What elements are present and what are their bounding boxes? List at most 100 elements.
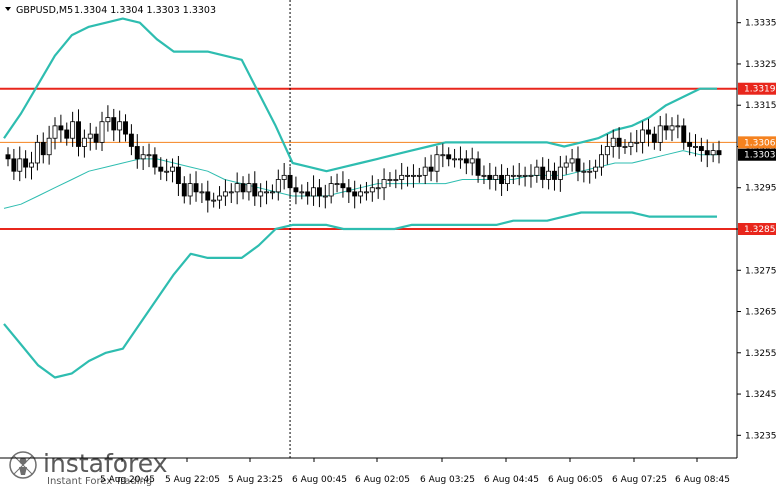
- candle: [99, 111, 105, 152]
- candle: [634, 129, 640, 153]
- candle: [493, 166, 499, 191]
- candle: [516, 162, 522, 186]
- candle: [593, 159, 599, 179]
- candle: [499, 164, 505, 196]
- candle: [281, 162, 287, 190]
- candle: [52, 117, 58, 150]
- ohlc-quote: 1.3304 1.3304 1.3303 1.3303: [74, 5, 216, 16]
- candle: [222, 179, 228, 206]
- candle: [716, 140, 722, 164]
- candle: [663, 113, 669, 140]
- candle: [193, 171, 199, 202]
- candles: [5, 105, 722, 213]
- candle: [505, 167, 510, 192]
- price-tick-label: 1.3245: [745, 390, 777, 400]
- price-label-3: 1.3303: [738, 148, 776, 161]
- candle: [311, 175, 317, 206]
- candle: [628, 132, 634, 156]
- candle: [70, 111, 76, 147]
- candle: [457, 146, 463, 169]
- candle: [481, 165, 487, 185]
- price-label-text: 1.3319: [744, 85, 776, 95]
- candle: [610, 129, 616, 158]
- candle: [287, 166, 293, 199]
- watermark-logo: instaforex Instant Forex Trading: [0, 443, 180, 489]
- candle: [170, 158, 175, 183]
- candle: [581, 162, 587, 183]
- candle: [305, 181, 311, 205]
- candle: [540, 157, 546, 189]
- price-level-labels: 1.3319 1.3306 1.3285 1.3303: [738, 82, 776, 235]
- candle: [199, 183, 205, 204]
- candle: [587, 160, 593, 184]
- candle: [510, 165, 516, 185]
- candle: [228, 183, 234, 204]
- candle: [657, 115, 663, 152]
- time-tick-label: 5 Aug 23:25: [228, 475, 283, 485]
- instaforex-emblem-icon: [9, 451, 37, 479]
- candle: [352, 180, 358, 209]
- candle: [640, 121, 646, 154]
- symbol-label: GBPUSD,M5: [16, 5, 73, 16]
- candle: [187, 173, 193, 205]
- candle: [616, 127, 622, 159]
- time-tick-label: 5 Aug 20:45: [100, 475, 155, 485]
- candle: [546, 158, 552, 190]
- candle: [164, 158, 170, 182]
- candle: [205, 180, 211, 213]
- candle: [399, 162, 405, 190]
- candle: [334, 173, 340, 193]
- time-tick-label: 6 Aug 08:45: [675, 475, 730, 485]
- candle: [452, 148, 458, 168]
- candle: [463, 150, 469, 175]
- candle: [258, 183, 264, 208]
- candle: [40, 132, 46, 164]
- candle: [87, 122, 93, 151]
- candle: [346, 179, 352, 204]
- candle: [269, 184, 275, 200]
- candle: [434, 146, 440, 183]
- candle: [675, 114, 681, 139]
- candle: [522, 166, 528, 187]
- time-tick-label: 6 Aug 06:05: [548, 475, 603, 485]
- candle: [246, 173, 252, 201]
- price-tick-label: 1.3335: [745, 19, 777, 29]
- price-label-0: 1.3319: [738, 82, 776, 95]
- candle: [123, 114, 128, 142]
- candle: [140, 146, 146, 170]
- time-tick-label: 6 Aug 03:25: [420, 475, 475, 485]
- time-axis: 5 Aug 20:45 5 Aug 22:05 5 Aug 23:25 6 Aug 0…: [100, 458, 730, 485]
- candle: [563, 155, 569, 175]
- candle: [687, 132, 693, 156]
- time-tick-label: 6 Aug 07:25: [612, 475, 667, 485]
- candle: [275, 169, 281, 201]
- candle: [552, 162, 557, 191]
- candle: [217, 186, 222, 209]
- price-tick-label: 1.3315: [745, 101, 777, 111]
- candle: [76, 109, 81, 157]
- candle: [152, 147, 158, 175]
- time-tick-label: 5 Aug 22:05: [165, 475, 220, 485]
- candle: [375, 179, 381, 199]
- bollinger-lower-band: [3, 211, 717, 379]
- candle: [252, 171, 258, 206]
- candle: [93, 126, 99, 150]
- price-tick-label: 1.3275: [745, 266, 777, 276]
- candle: [693, 134, 698, 157]
- time-tick-label: 6 Aug 04:45: [484, 475, 539, 485]
- candle: [58, 114, 64, 143]
- candle: [34, 134, 40, 171]
- candle: [387, 172, 393, 187]
- candle: [46, 125, 52, 165]
- candle: [5, 147, 11, 167]
- candle: [11, 148, 17, 180]
- bollinger-upper-band: [3, 17, 717, 173]
- candle: [369, 175, 375, 202]
- candle: [17, 146, 23, 182]
- candle: [622, 139, 628, 154]
- candle: [158, 157, 164, 180]
- candle: [569, 148, 575, 172]
- price-label-text: 1.3303: [744, 151, 776, 161]
- price-tick-label: 1.3255: [745, 349, 777, 359]
